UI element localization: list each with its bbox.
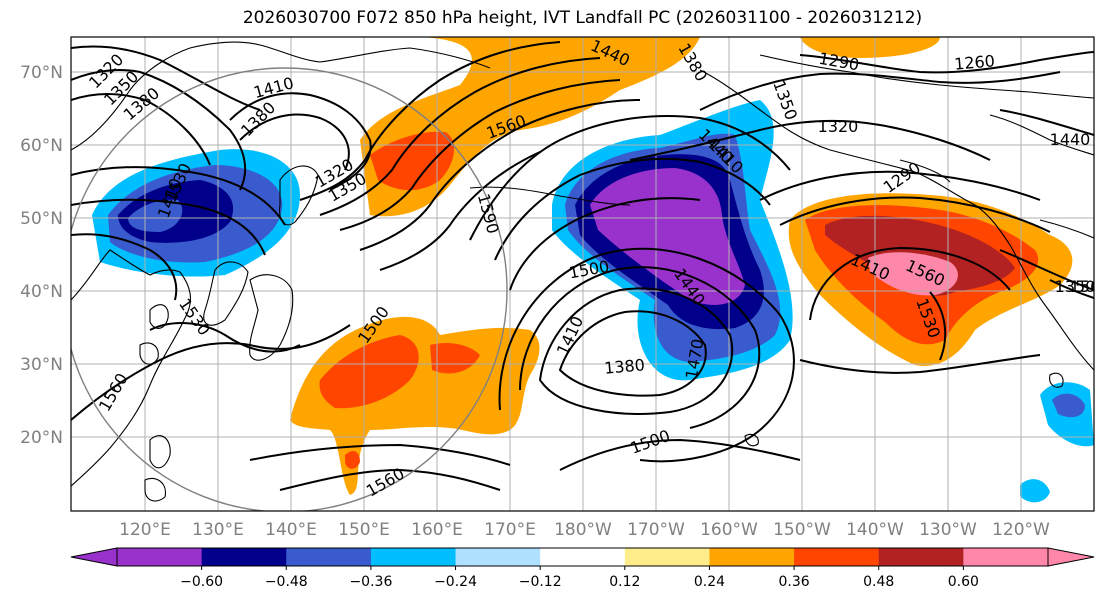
lon-tick-label: 140°W: [846, 520, 904, 540]
colorbar-swatch: [624, 548, 710, 566]
colorbar: −0.60 −0.48 −0.36 −0.24 −0.12 0.12 0.24 0.36 0.4…: [70, 547, 1095, 590]
lon-tick-label: 160°W: [700, 520, 758, 540]
colorbar-tick-label: −0.24: [434, 574, 477, 590]
ivt-negative-southeast: [1020, 382, 1094, 503]
colorbar-swatch: [878, 548, 964, 566]
lon-tick-label: 140°E: [265, 520, 317, 540]
colorbar-swatch: [709, 548, 795, 566]
colorbar-tick-label: 0.12: [609, 574, 640, 590]
lat-tick-label: 50°N: [20, 209, 63, 229]
map-title: 2026030700 F072 850 hPa height, IVT Land…: [242, 8, 923, 28]
longitude-labels: 120°E 130°E 140°E 150°E 160°E 170°E 180°W 170°W…: [119, 520, 1050, 540]
lat-tick-label: 20°N: [20, 428, 63, 448]
height-contours: [71, 41, 1094, 491]
lon-tick-label: 150°E: [338, 520, 390, 540]
radius-ring: [71, 67, 508, 511]
lon-tick-label: 120°E: [119, 520, 171, 540]
ivt-positive-north: [360, 37, 940, 217]
colorbar-tick-label: 0.24: [694, 574, 725, 590]
lon-tick-label: 130°W: [919, 520, 977, 540]
lon-tick-label: 170°E: [484, 520, 536, 540]
contour-label: 1440: [1050, 130, 1091, 149]
contour-label: 1350: [1055, 277, 1096, 296]
lon-tick-label: 170°W: [627, 520, 685, 540]
colorbar-swatch: [201, 548, 287, 566]
colorbar-tick-label: −0.48: [265, 574, 308, 590]
lat-tick-label: 60°N: [20, 136, 63, 156]
colorbar-tick-label: −0.12: [519, 574, 562, 590]
contour-label: 1320: [818, 117, 859, 136]
colorbar-tick-label: −0.36: [349, 574, 392, 590]
colorbar-swatch: [455, 548, 541, 566]
lon-tick-label: 160°E: [411, 520, 463, 540]
colorbar-tick-label: −0.60: [180, 574, 223, 590]
ivt-positive-subtropics: [290, 316, 540, 495]
ivt-negative-west: [92, 149, 300, 277]
lat-tick-label: 30°N: [20, 355, 63, 375]
colorbar-swatch: [794, 548, 880, 566]
latitude-labels: 70°N 60°N 50°N 40°N 30°N 20°N: [20, 63, 63, 448]
lon-tick-label: 150°W: [773, 520, 831, 540]
lat-tick-label: 40°N: [20, 282, 63, 302]
coastlines: [71, 41, 1094, 502]
lat-tick-label: 70°N: [20, 63, 63, 83]
contour-label: 1380: [603, 355, 645, 377]
contour-label: 1560: [1070, 277, 1105, 296]
lon-tick-label: 120°W: [992, 520, 1050, 540]
colorbar-tick-label: 0.36: [779, 574, 810, 590]
colorbar-swatch: [117, 548, 203, 566]
lon-tick-label: 180°W: [554, 520, 612, 540]
ivt-negative-central: [552, 100, 793, 381]
colorbar-swatch: [963, 548, 1049, 566]
contour-label: 1260: [953, 51, 995, 73]
ivt-positive-east: [788, 193, 1073, 366]
colorbar-arrow-left: [70, 547, 118, 567]
colorbar-tick-label: 0.60: [948, 574, 979, 590]
colorbar-swatch: [370, 548, 457, 566]
colorbar-arrow-right: [1047, 547, 1095, 567]
map-frame: [70, 36, 1095, 512]
lon-tick-label: 130°E: [192, 520, 244, 540]
colorbar-swatch: [540, 548, 626, 566]
colorbar-tick-label: 0.48: [863, 574, 894, 590]
colorbar-swatch: [286, 548, 372, 566]
